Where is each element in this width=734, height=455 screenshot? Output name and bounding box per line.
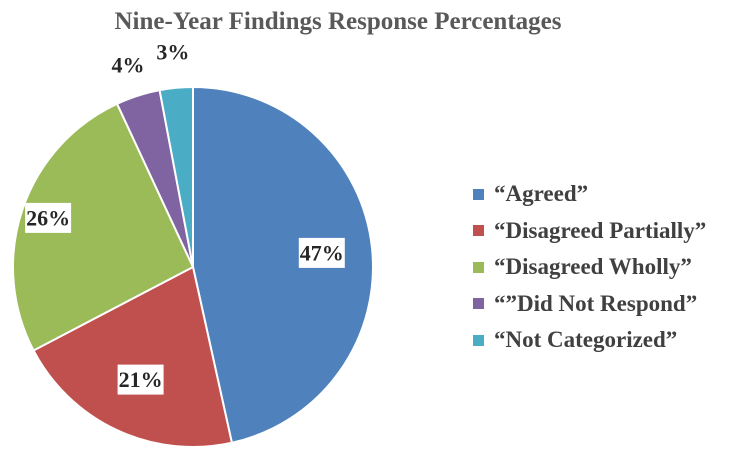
legend-label: “Agreed”: [494, 181, 589, 207]
legend-swatch: [473, 225, 484, 237]
legend-item: “Disagreed Partially”: [473, 213, 706, 250]
legend: “Agreed” “Disagreed Partially” “Disagreed …: [473, 176, 706, 359]
data-label-box: [117, 364, 164, 395]
legend-swatch: [473, 298, 484, 310]
data-label-box: [298, 237, 345, 268]
legend-swatch: [473, 188, 484, 200]
data-label: 3%: [156, 39, 189, 64]
data-label: 21%: [119, 367, 163, 392]
pie-slice: [158, 85, 194, 268]
legend-item: “Disagreed Wholly”: [473, 249, 706, 286]
data-label: 26%: [26, 205, 70, 230]
pie-slice: [192, 85, 374, 444]
legend-item: “”Did Not Respond”: [473, 286, 706, 323]
legend-item: “Not Categorized”: [473, 322, 706, 359]
data-label: 4%: [112, 52, 145, 77]
data-label: 47%: [300, 240, 344, 265]
legend-label: “Disagreed Wholly”: [494, 254, 692, 280]
pie-slice: [12, 102, 195, 352]
legend-label: “Disagreed Partially”: [494, 217, 707, 243]
data-label-box: [25, 202, 72, 233]
legend-swatch: [473, 334, 484, 346]
legend-label: “Not Categorized”: [494, 327, 678, 353]
legend-item: “Agreed”: [473, 176, 706, 213]
pie-slice: [32, 265, 234, 448]
chart-title: Nine-Year Findings Response Percentages: [114, 8, 562, 35]
legend-swatch: [473, 261, 484, 273]
legend-label: “”Did Not Respond”: [494, 290, 698, 316]
